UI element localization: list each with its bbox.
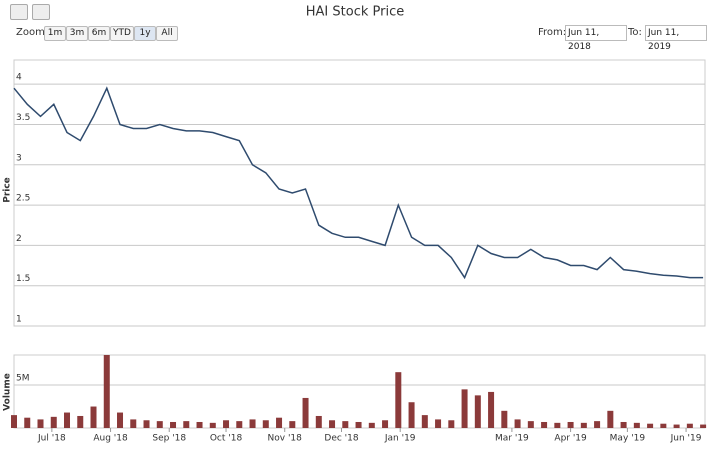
x-tick-label: Apr '19 bbox=[554, 434, 587, 444]
volume-bar bbox=[24, 417, 31, 428]
volume-bar bbox=[567, 421, 574, 428]
volume-bar bbox=[315, 415, 322, 428]
zoom-label: Zoom bbox=[16, 27, 45, 38]
volume-bar bbox=[249, 419, 256, 428]
price-line bbox=[13, 86, 704, 280]
to-date[interactable]: Jun 11, 2019 bbox=[645, 25, 707, 52]
x-tick-label: Dec '18 bbox=[324, 434, 358, 444]
y-tick-label: 2 bbox=[16, 234, 22, 244]
volume-bar bbox=[329, 420, 336, 428]
volume-bar bbox=[223, 420, 230, 428]
volume-bar bbox=[461, 389, 468, 428]
volume-bar bbox=[64, 412, 71, 428]
zoom-button[interactable]: 1m bbox=[44, 26, 66, 41]
volume-bar bbox=[448, 420, 455, 428]
y-tick-label: 4 bbox=[16, 73, 22, 83]
x-tick-label: Jul '18 bbox=[37, 434, 66, 444]
y-axis-title: Price bbox=[3, 177, 13, 203]
y-tick-label: 5M bbox=[16, 374, 30, 384]
volume-bar bbox=[130, 419, 137, 428]
volume-bar bbox=[196, 421, 203, 428]
volume-bar bbox=[209, 422, 216, 428]
volume-bar bbox=[541, 421, 548, 428]
plot-frame bbox=[13, 354, 706, 429]
print-button[interactable] bbox=[32, 4, 50, 20]
y-tick-label: 1 bbox=[16, 315, 22, 325]
volume-bar bbox=[37, 419, 44, 428]
volume-bar bbox=[11, 415, 17, 428]
volume-bar bbox=[368, 422, 375, 428]
volume-bar bbox=[395, 372, 402, 428]
volume-bar bbox=[647, 423, 654, 428]
y-tick-label: 1.5 bbox=[16, 274, 30, 284]
volume-bar bbox=[607, 410, 614, 428]
volume-bar bbox=[620, 421, 627, 428]
zoom-button[interactable]: YTD bbox=[110, 26, 134, 41]
x-tick-label: Nov '18 bbox=[268, 434, 303, 444]
chart-title: HAI Stock Price bbox=[306, 5, 404, 20]
volume-bar bbox=[342, 421, 349, 428]
plot-frame bbox=[13, 59, 706, 327]
zoom-button[interactable]: 1y bbox=[134, 26, 156, 41]
volume-bar bbox=[143, 420, 150, 428]
volume-bar bbox=[408, 402, 415, 428]
zoom-button[interactable]: All bbox=[156, 26, 178, 41]
volume-bar bbox=[117, 412, 124, 428]
volume-bar bbox=[501, 410, 508, 428]
export-button[interactable] bbox=[10, 4, 28, 20]
volume-bar bbox=[594, 421, 601, 428]
volume-bar bbox=[421, 415, 428, 428]
volume-bar bbox=[686, 423, 693, 428]
volume-bar bbox=[170, 421, 177, 428]
volume-bar bbox=[514, 419, 521, 428]
x-tick-label: Jan '19 bbox=[384, 434, 416, 444]
x-tick-label: Mar '19 bbox=[495, 434, 529, 444]
from-date[interactable]: Jun 11, 2018 bbox=[565, 25, 627, 52]
volume-bar bbox=[527, 421, 534, 428]
volume-bar bbox=[156, 421, 163, 428]
volume-bar bbox=[554, 422, 561, 428]
x-tick-label: Sep '18 bbox=[152, 434, 186, 444]
volume-bar bbox=[660, 423, 667, 428]
x-tick-label: Jun '19 bbox=[670, 434, 702, 444]
volume-bar bbox=[302, 397, 309, 428]
volume-bar bbox=[700, 424, 707, 428]
volume-bar bbox=[673, 424, 680, 428]
to-label: To: bbox=[628, 27, 642, 38]
x-tick-label: Aug '18 bbox=[93, 434, 128, 444]
volume-bar bbox=[355, 421, 362, 428]
volume-bar bbox=[262, 420, 269, 428]
volume-bar bbox=[276, 417, 283, 428]
y-axis-title: Volume bbox=[3, 373, 13, 411]
volume-bar bbox=[289, 421, 296, 428]
from-label: From: bbox=[538, 27, 567, 38]
volume-bar bbox=[50, 416, 57, 428]
x-tick-label: May '19 bbox=[610, 434, 646, 444]
volume-bar bbox=[77, 415, 84, 428]
y-tick-label: 2.5 bbox=[16, 194, 30, 204]
volume-bar bbox=[474, 395, 481, 428]
volume-bar bbox=[382, 420, 389, 428]
volume-bar bbox=[236, 421, 243, 428]
zoom-button[interactable]: 3m bbox=[66, 26, 88, 41]
zoom-button[interactable]: 6m bbox=[88, 26, 110, 41]
y-tick-label: 3 bbox=[16, 153, 22, 163]
volume-bar bbox=[488, 391, 495, 428]
volume-bar bbox=[183, 421, 190, 428]
volume-bar bbox=[90, 406, 97, 428]
y-tick-label: 3.5 bbox=[16, 113, 30, 123]
volume-bar bbox=[580, 422, 587, 428]
volume-bar bbox=[633, 422, 640, 428]
x-tick-label: Oct '18 bbox=[210, 434, 243, 444]
volume-bar bbox=[435, 419, 442, 428]
volume-bar bbox=[103, 355, 110, 428]
